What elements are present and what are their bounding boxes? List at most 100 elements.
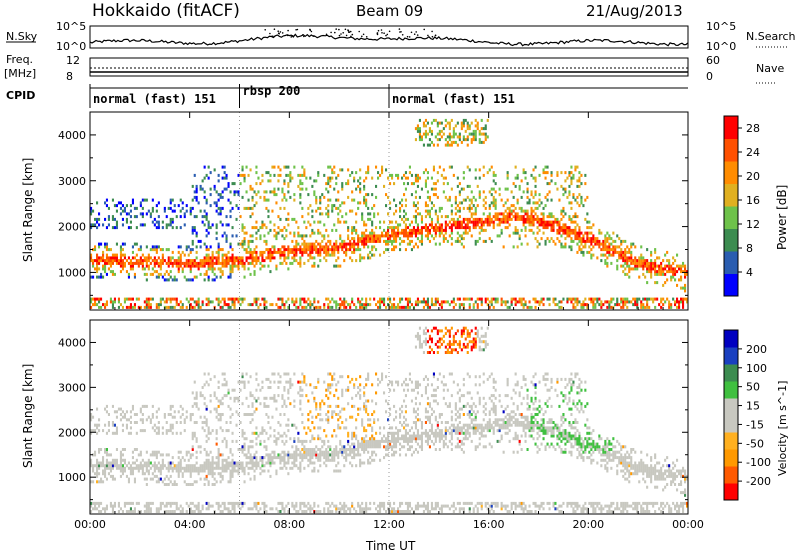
power-cell [564,212,567,216]
power-cell [225,303,228,307]
power-cell [315,201,318,205]
power-cell [271,245,274,249]
power-cell [217,259,220,263]
velocity-cell [213,466,216,470]
power-cell [514,184,517,188]
power-cell [377,234,380,238]
power-cell [458,223,461,227]
nsearch-point [291,35,294,37]
power-cell [253,297,256,301]
power-cell [460,127,463,131]
velocity-cell [98,423,101,427]
velocity-cell [100,501,103,505]
power-cell [223,261,226,265]
velocity-cell [107,453,110,457]
velocity-cell [249,439,252,443]
power-cell [359,239,362,243]
velocity-cell [333,429,336,433]
power-cell [361,212,364,216]
power-cell [674,272,677,276]
power-cell [145,261,148,265]
velocity-cell [233,504,236,508]
velocity-cell [229,415,232,419]
power-cell [135,297,138,301]
power-cell [303,297,306,301]
power-cell [472,226,475,230]
power-cell [578,171,581,175]
power-cell [205,245,208,249]
power-cell [528,228,531,232]
velocity-cell [277,380,280,384]
power-cell [432,226,435,230]
power-cell [92,259,95,263]
power-cell [133,261,136,265]
power-cell [145,303,148,307]
power-cell [546,182,549,186]
velocity-cell [247,450,250,454]
power-cell [227,303,230,307]
velocity-cell [241,402,244,406]
velocity-cell [297,466,300,470]
power-cell [590,253,593,257]
power-cell [436,300,439,304]
velocity-cell [291,453,294,457]
power-cell [624,272,627,276]
power-cell [205,215,208,219]
power-cell [275,237,278,241]
power-cell [253,248,256,252]
velocity-cell [255,501,258,505]
velocity-cell [121,510,124,513]
power-cell [383,297,386,301]
power-cell [502,212,505,216]
velocity-cell [309,383,312,387]
power-cell [121,264,124,268]
velocity-cell [245,456,248,460]
power-cell [289,261,292,265]
power-cell [604,261,607,265]
power-cell [105,226,108,230]
power-cell [466,206,469,210]
power-cell [207,248,210,252]
power-cell [104,201,107,205]
velocity-cell [325,456,328,460]
velocity-cell [107,466,110,470]
velocity-cell [299,469,302,473]
velocity-cell [231,461,234,465]
power-cell [189,209,192,213]
power-cell [331,176,334,180]
power-cell [301,165,304,169]
velocity-cell [287,501,290,505]
power-cell [341,187,344,191]
velocity-cell [102,464,105,468]
velocity-cell [315,453,318,457]
power-cell [333,187,336,191]
power-cell [253,250,256,254]
power-cell [420,231,423,235]
power-cell [255,201,258,205]
nsearch-point [347,29,349,31]
power-cell [410,228,413,232]
power-cell [470,206,473,210]
velocity-cell [281,458,284,462]
velocity-cell [251,402,254,406]
power-cell [303,171,306,175]
velocity-cell [283,388,286,392]
power-cell [548,297,551,301]
power-cell [574,228,577,232]
velocity-cell [105,450,108,454]
velocity-cell [293,437,296,441]
power-cell [325,248,328,252]
velocity-cell [325,434,328,438]
power-cell [598,239,601,243]
velocity-cell [201,386,204,389]
power-cell [534,176,537,180]
power-cell [125,220,128,224]
power-cell [175,278,178,282]
velocity-cell [253,456,256,460]
power-cell [305,234,308,238]
power-cell [418,231,421,235]
velocity-cell [231,507,234,511]
power-cell [418,176,421,180]
power-cell [416,297,419,301]
power-cell [355,305,358,309]
